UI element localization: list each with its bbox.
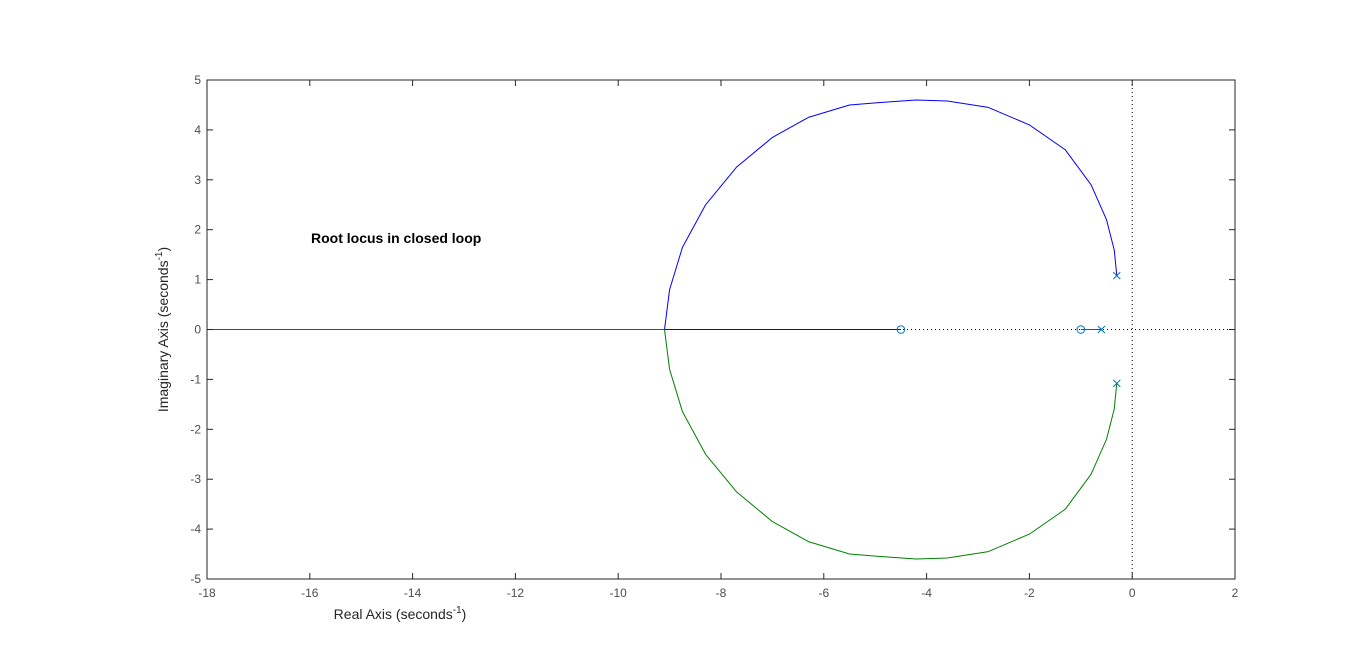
x-axis-label: Real Axis (seconds-1) — [334, 605, 467, 622]
x-tick-label: 0 — [1129, 586, 1136, 600]
y-tick-label: -4 — [190, 522, 201, 536]
zero-marker — [896, 325, 906, 334]
x-tick-label: -16 — [301, 586, 319, 600]
pole-marker — [1097, 325, 1106, 334]
x-tick-label: -14 — [404, 586, 422, 600]
reference-lines — [207, 80, 1235, 579]
y-tick-label: 0 — [194, 323, 201, 337]
x-tick-label: -10 — [610, 586, 628, 600]
y-tick-label: -2 — [190, 422, 201, 436]
y-tick-label: 1 — [194, 273, 201, 287]
y-tick-label: 3 — [194, 173, 201, 187]
y-tick-label: 2 — [194, 223, 201, 237]
x-tick-label: -18 — [198, 586, 216, 600]
zero-marker — [1076, 325, 1086, 334]
x-tick-label: -12 — [507, 586, 525, 600]
x-tick-label: -4 — [921, 586, 932, 600]
y-tick-label: 5 — [194, 73, 201, 87]
locus-branch-1 — [664, 99, 1118, 330]
pole-marker — [1112, 271, 1121, 280]
x-tick-label: 2 — [1232, 586, 1239, 600]
x-tick-label: -6 — [818, 586, 829, 600]
pole-zero-markers — [896, 271, 1121, 388]
y-axis-label: Imaginary Axis (seconds-1) — [154, 247, 171, 412]
x-tick-label: -2 — [1024, 586, 1035, 600]
y-tick-label: -3 — [190, 472, 201, 486]
pole-marker — [1112, 379, 1121, 388]
y-tick-label: 4 — [194, 123, 201, 137]
locus-branch-2 — [207, 329, 1118, 560]
y-tick-label: -1 — [190, 372, 201, 386]
x-tick-label: -8 — [716, 586, 727, 600]
axis-ticks: -18 -16 -14 -12 -10 -8 -6 -4 -2 0 2-5-4-3-2-101234… — [190, 73, 1238, 600]
y-tick-label: -5 — [190, 572, 201, 586]
chart-annotation: Root locus in closed loop — [311, 230, 481, 246]
